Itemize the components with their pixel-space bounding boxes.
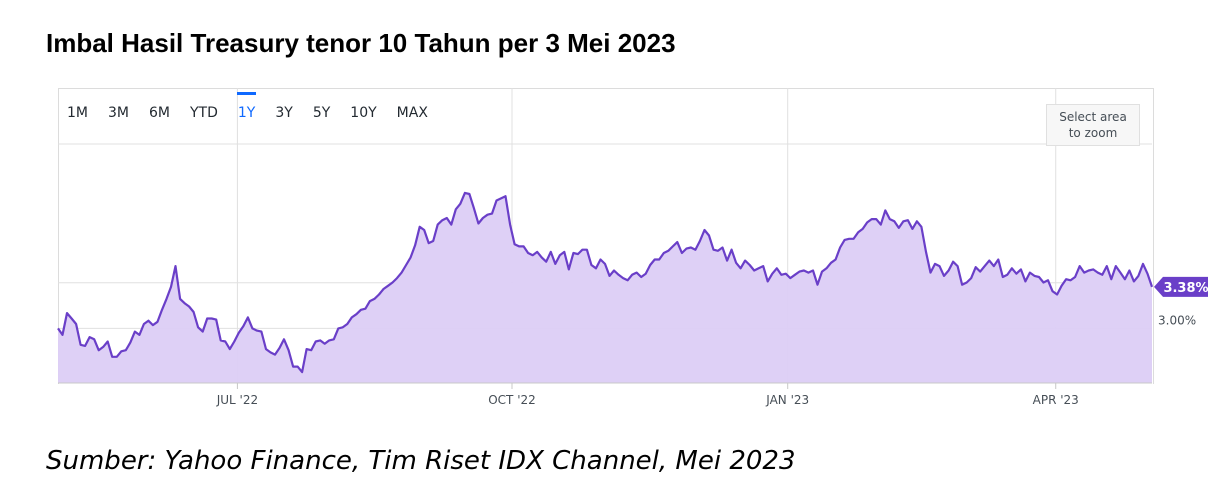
range-button-ytd[interactable]: YTD (190, 105, 218, 121)
area-fill (58, 192, 1152, 383)
range-selector: 1M 3M 6M YTD 1Y 3Y 5Y 10Y MAX (67, 92, 448, 123)
zoom-hint-line: to zoom (1068, 126, 1118, 140)
x-tick-label: JUL '22 (216, 393, 258, 407)
range-button-3y[interactable]: 3Y (275, 105, 293, 121)
y-tick-label: 3.00% (1158, 313, 1196, 327)
last-value-label: 3.38% (1163, 281, 1208, 296)
last-value-badge (1154, 276, 1208, 297)
x-axis: JUL '22 OCT '22 JAN '23 APR '23 (58, 382, 1152, 407)
chart-frame (58, 88, 1154, 384)
area-series (57, 191, 1154, 383)
x-tick-label: APR '23 (1033, 393, 1079, 407)
source-caption: Sumber: Yahoo Finance, Tim Riset IDX Cha… (46, 446, 796, 476)
range-button-6m[interactable]: 6M (149, 105, 170, 121)
chart-title: Imbal Hasil Treasury tenor 10 Tahun per … (46, 28, 676, 58)
x-tick-label: JAN '23 (765, 393, 809, 407)
y-axis-labels: 3.00% 3.38% (1154, 276, 1209, 327)
range-button-3m[interactable]: 3M (108, 105, 129, 121)
range-button-5y[interactable]: 5Y (312, 105, 331, 121)
select-area-to-zoom-hint[interactable]: Select area to zoom (1046, 104, 1140, 146)
range-button-1m[interactable]: 1M (67, 105, 88, 121)
series-line (57, 191, 1154, 374)
yield-chart[interactable]: JUL '22 OCT '22 JAN '23 APR '23 3.00% 3.38% (0, 0, 1222, 420)
range-button-10y[interactable]: 10Y (350, 105, 377, 121)
zoom-hint-line: Select area (1059, 110, 1127, 124)
x-tick-label: OCT '22 (488, 393, 536, 407)
range-button-1y[interactable]: 1Y (236, 92, 257, 121)
range-button-max[interactable]: MAX (396, 105, 428, 121)
